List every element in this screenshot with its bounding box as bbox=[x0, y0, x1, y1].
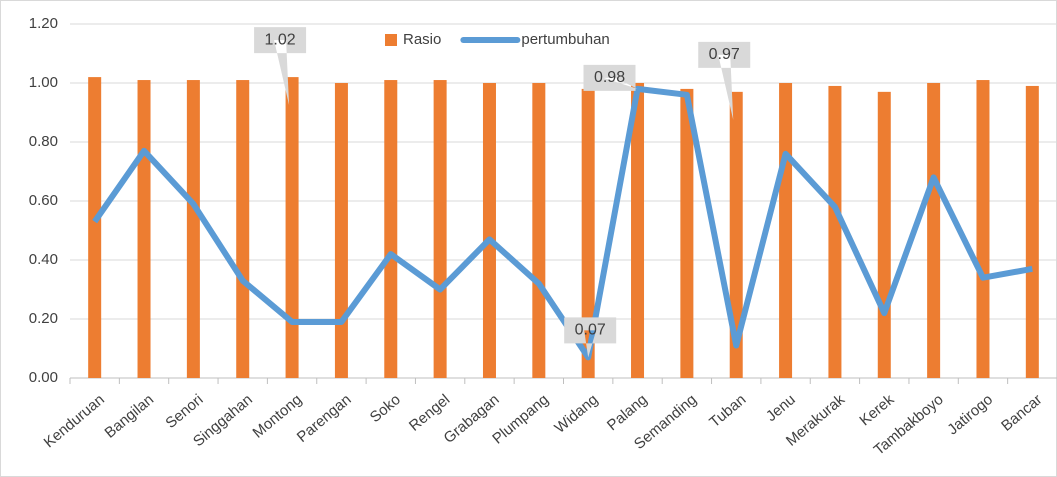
bar bbox=[581, 88, 595, 379]
data-label: 1.02 bbox=[265, 31, 296, 48]
callout-box bbox=[564, 317, 617, 358]
callout-box bbox=[698, 41, 751, 120]
bar bbox=[334, 83, 348, 378]
data-label: 0.07 bbox=[575, 322, 606, 339]
bar bbox=[729, 91, 743, 378]
bar bbox=[137, 80, 151, 379]
bar bbox=[877, 91, 891, 378]
y-tick-label: 0.00 bbox=[29, 369, 58, 386]
bar bbox=[680, 88, 694, 379]
bar bbox=[779, 83, 793, 378]
y-tick-label: 1.20 bbox=[29, 15, 58, 32]
legend-label: pertumbuhan bbox=[521, 31, 609, 48]
bar bbox=[927, 83, 941, 378]
bar bbox=[236, 80, 250, 379]
bar bbox=[384, 80, 398, 379]
y-tick-label: 0.80 bbox=[29, 133, 58, 150]
bar bbox=[482, 83, 496, 378]
legend-label: Rasio bbox=[403, 31, 441, 48]
bar bbox=[1025, 85, 1039, 378]
data-label: 0.98 bbox=[594, 69, 625, 86]
y-tick-label: 0.60 bbox=[29, 192, 58, 209]
bar bbox=[285, 77, 299, 378]
bar bbox=[828, 85, 842, 378]
data-label: 0.97 bbox=[709, 46, 740, 63]
bar bbox=[433, 80, 447, 379]
y-tick-label: 1.00 bbox=[29, 74, 58, 91]
bar bbox=[532, 83, 546, 378]
callout-box bbox=[583, 64, 638, 91]
line bbox=[92, 85, 1033, 361]
bar bbox=[631, 83, 645, 378]
bar bbox=[88, 77, 102, 378]
y-tick-label: 0.20 bbox=[29, 310, 58, 327]
bar bbox=[186, 80, 200, 379]
legend-swatch bbox=[385, 34, 397, 46]
callout-box bbox=[254, 27, 307, 106]
y-tick-label: 0.40 bbox=[29, 251, 58, 268]
bar bbox=[976, 80, 990, 379]
